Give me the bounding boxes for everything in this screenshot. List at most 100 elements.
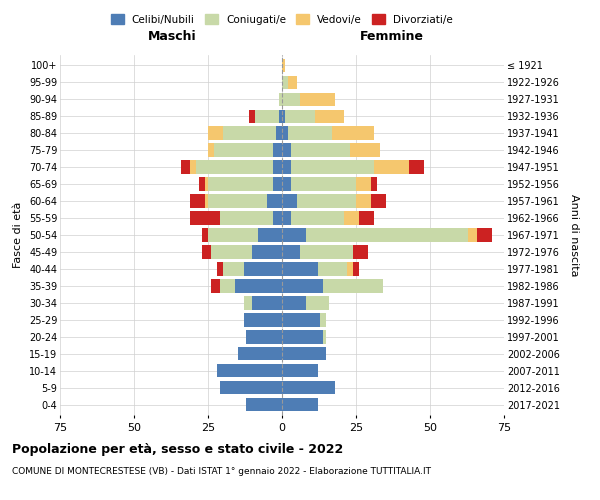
Bar (291, 178, 356, 190)
Bar (323, 280, 383, 292)
Bar (250, 110, 256, 123)
Bar (238, 347, 282, 360)
Bar (344, 212, 359, 224)
Bar (288, 76, 297, 89)
Bar (282, 398, 317, 411)
Bar (247, 330, 282, 344)
Bar (214, 144, 273, 156)
Bar (276, 126, 282, 140)
Bar (282, 314, 320, 326)
Bar (273, 144, 282, 156)
Bar (300, 92, 335, 106)
Bar (223, 262, 244, 276)
Bar (256, 110, 279, 123)
Bar (323, 330, 326, 344)
Bar (359, 212, 374, 224)
Bar (208, 228, 259, 241)
Text: Popolazione per età, sesso e stato civile - 2022: Popolazione per età, sesso e stato civil… (12, 442, 343, 456)
Bar (291, 144, 350, 156)
Bar (267, 194, 282, 207)
Bar (282, 246, 300, 258)
Bar (356, 178, 371, 190)
Bar (305, 228, 469, 241)
Bar (356, 194, 371, 207)
Bar (282, 364, 317, 378)
Bar (244, 262, 282, 276)
Bar (282, 381, 335, 394)
Bar (282, 262, 317, 276)
Bar (282, 144, 291, 156)
Bar (282, 280, 323, 292)
Text: Maschi: Maschi (148, 30, 197, 43)
Bar (244, 314, 282, 326)
Bar (208, 178, 273, 190)
Bar (208, 194, 267, 207)
Bar (409, 160, 424, 173)
Bar (317, 262, 347, 276)
Bar (305, 296, 329, 310)
Bar (220, 280, 235, 292)
Bar (297, 194, 356, 207)
Bar (208, 126, 223, 140)
Bar (371, 178, 377, 190)
Bar (282, 178, 291, 190)
Y-axis label: Fasce di età: Fasce di età (13, 202, 23, 268)
Bar (282, 76, 288, 89)
Bar (282, 296, 305, 310)
Bar (196, 160, 273, 173)
Bar (374, 160, 409, 173)
Bar (300, 246, 353, 258)
Bar (247, 398, 282, 411)
Bar (291, 212, 344, 224)
Bar (469, 228, 478, 241)
Text: Femmine: Femmine (359, 30, 424, 43)
Bar (282, 347, 326, 360)
Bar (282, 126, 288, 140)
Bar (205, 178, 208, 190)
Bar (353, 262, 359, 276)
Bar (288, 126, 332, 140)
Bar (279, 92, 282, 106)
Bar (332, 126, 374, 140)
Bar (273, 212, 282, 224)
Bar (217, 262, 223, 276)
Bar (282, 110, 285, 123)
Bar (285, 110, 314, 123)
Bar (199, 178, 205, 190)
Bar (371, 194, 386, 207)
Bar (202, 246, 211, 258)
Bar (279, 110, 282, 123)
Bar (259, 228, 282, 241)
Bar (282, 330, 323, 344)
Bar (223, 126, 276, 140)
Bar (478, 228, 492, 241)
Bar (320, 314, 326, 326)
Bar (291, 160, 374, 173)
Bar (282, 58, 285, 72)
Bar (208, 144, 214, 156)
Bar (220, 212, 273, 224)
Bar (202, 228, 208, 241)
Bar (190, 194, 205, 207)
Bar (282, 160, 291, 173)
Bar (211, 280, 220, 292)
Bar (190, 160, 196, 173)
Bar (220, 381, 282, 394)
Bar (253, 246, 282, 258)
Bar (282, 228, 305, 241)
Bar (282, 194, 297, 207)
Bar (211, 246, 253, 258)
Bar (217, 364, 282, 378)
Bar (205, 194, 208, 207)
Bar (181, 160, 190, 173)
Bar (190, 212, 220, 224)
Legend: Celibi/Nubili, Coniugati/e, Vedovi/e, Divorziati/e: Celibi/Nubili, Coniugati/e, Vedovi/e, Di… (107, 10, 457, 29)
Text: COMUNE DI MONTECRESTESE (VB) - Dati ISTAT 1° gennaio 2022 - Elaborazione TUTTITA: COMUNE DI MONTECRESTESE (VB) - Dati ISTA… (12, 468, 431, 476)
Y-axis label: Anni di nascita: Anni di nascita (569, 194, 579, 276)
Bar (273, 160, 282, 173)
Bar (244, 296, 253, 310)
Bar (235, 280, 282, 292)
Bar (314, 110, 344, 123)
Bar (350, 144, 380, 156)
Bar (273, 178, 282, 190)
